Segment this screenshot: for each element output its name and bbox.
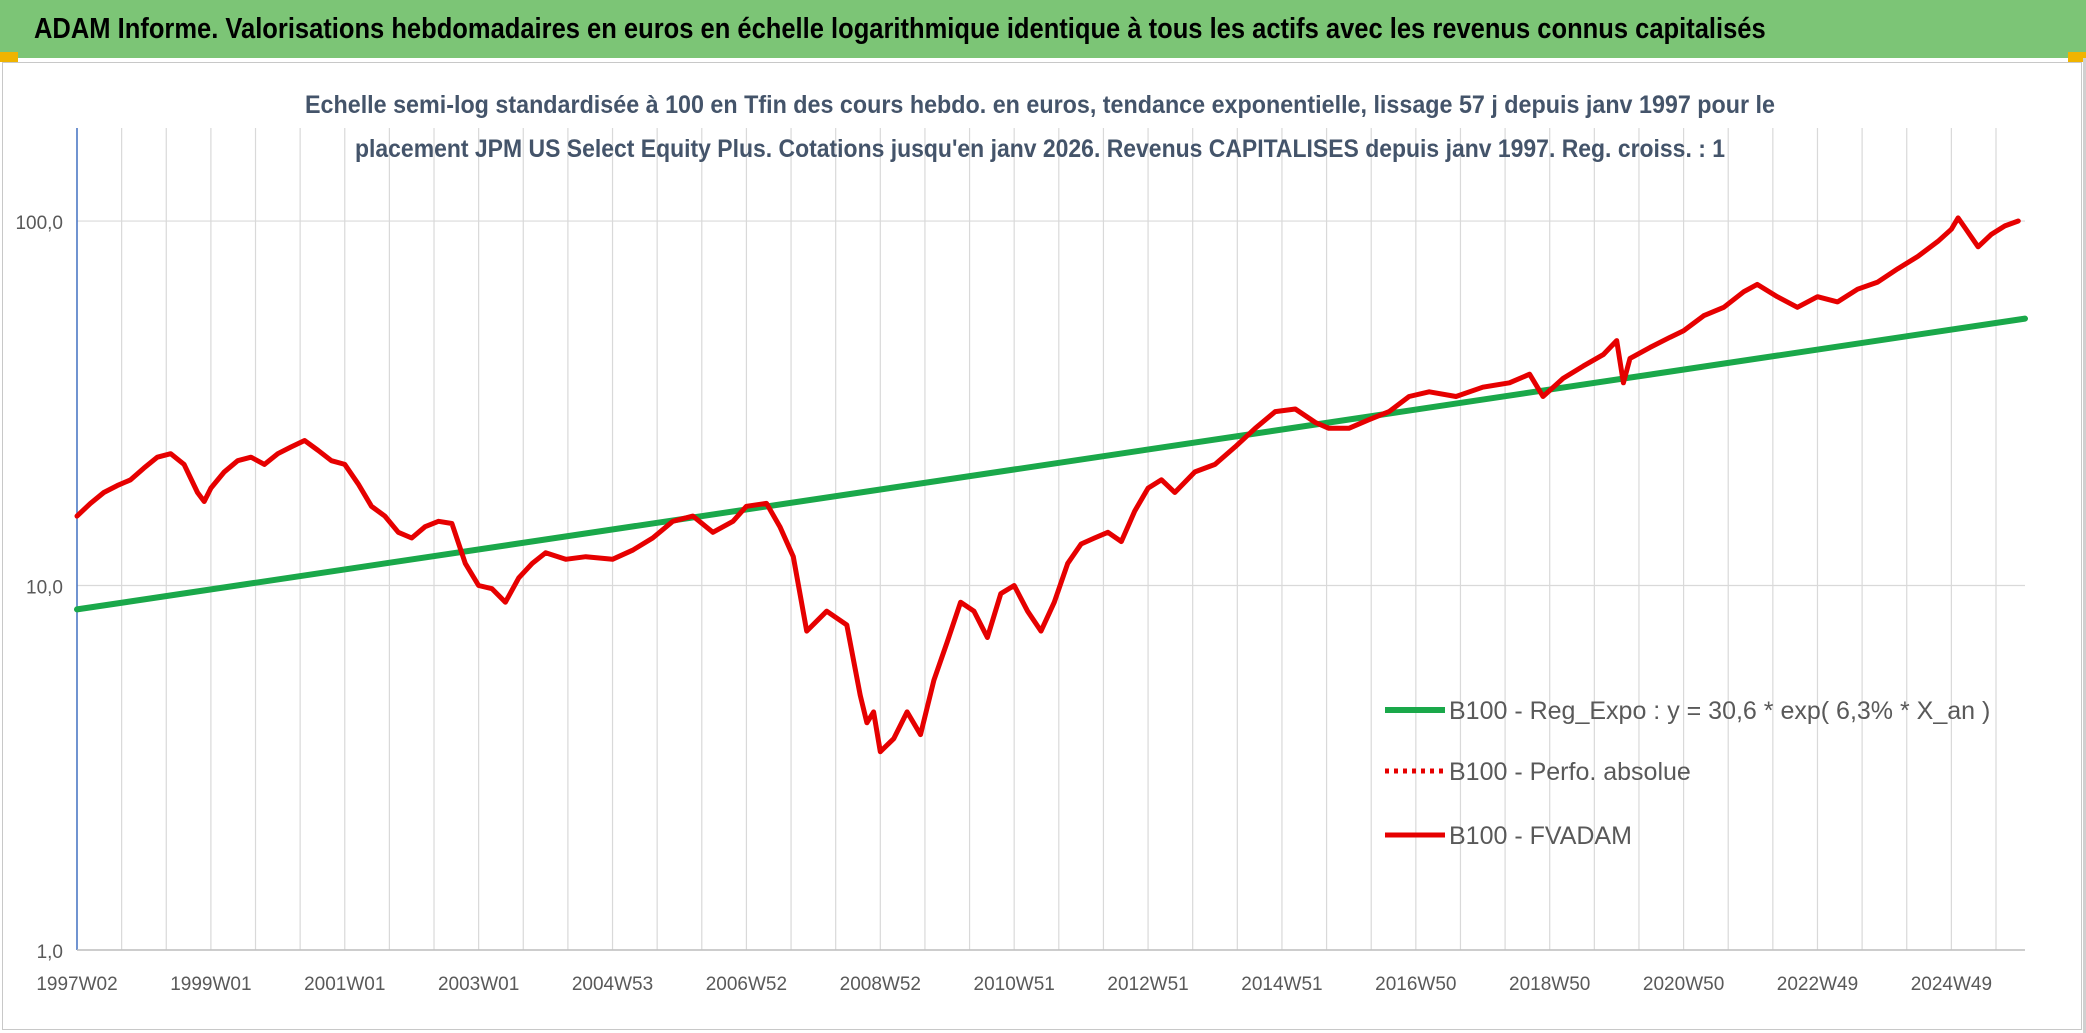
legend-perfo-absolue-label: B100 - Perfo. absolue: [1449, 758, 1691, 786]
x-tick-label: 1999W01: [170, 974, 251, 995]
frame-edge: [2083, 58, 2086, 1033]
chart-frame: [2, 62, 2082, 1030]
x-tick-label: 2006W52: [706, 974, 787, 995]
x-tick-label: 2020W50: [1643, 974, 1724, 995]
chart-legend: B100 - Reg_Expo : y = 30,6 * exp( 6,3% *…: [1385, 697, 1990, 850]
y-tick-label: 1,0: [37, 942, 63, 963]
x-tick-label: 1997W02: [36, 974, 117, 995]
corner-marker-right: [2068, 52, 2086, 62]
report-banner: ADAM Informe. Valorisations hebdomadaire…: [0, 0, 2086, 58]
y-tick-label: 100,0: [15, 213, 63, 234]
banner-title: ADAM Informe. Valorisations hebdomadaire…: [34, 12, 1766, 45]
x-tick-label: 2014W51: [1241, 974, 1322, 995]
x-tick-label: 2012W51: [1107, 974, 1188, 995]
x-tick-label: 2008W52: [840, 974, 921, 995]
chart-title-line-2: placement JPM US Select Equity Plus. Cot…: [355, 135, 1725, 163]
x-tick-label: 2001W01: [304, 974, 385, 995]
legend-regression-label: B100 - Reg_Expo : y = 30,6 * exp( 6,3% *…: [1449, 697, 1990, 725]
x-tick-label: 2018W50: [1509, 974, 1590, 995]
regression-line: [74, 315, 2028, 613]
series-lines: [74, 215, 2028, 755]
x-tick-label: 2010W51: [974, 974, 1055, 995]
x-tick-label: 2024W49: [1911, 974, 1992, 995]
legend-fvadam-label: B100 - FVADAM: [1449, 822, 1632, 850]
x-tick-label: 2004W53: [572, 974, 653, 995]
corner-marker-left: [0, 52, 18, 62]
axis-ticks: 1,0 10,0 100,0 1997W02 1999W01 2001W01 2003W01…: [15, 213, 1992, 995]
x-tick-label: 2003W01: [438, 974, 519, 995]
chart-title-line-1: Echelle semi-log standardisée à 100 en T…: [305, 91, 1775, 119]
grid-lines: [76, 128, 2025, 951]
x-tick-label: 2016W50: [1375, 974, 1456, 995]
y-tick-label: 10,0: [26, 578, 63, 599]
x-tick-label: 2022W49: [1777, 974, 1858, 995]
fvadam-line: [74, 215, 2021, 755]
